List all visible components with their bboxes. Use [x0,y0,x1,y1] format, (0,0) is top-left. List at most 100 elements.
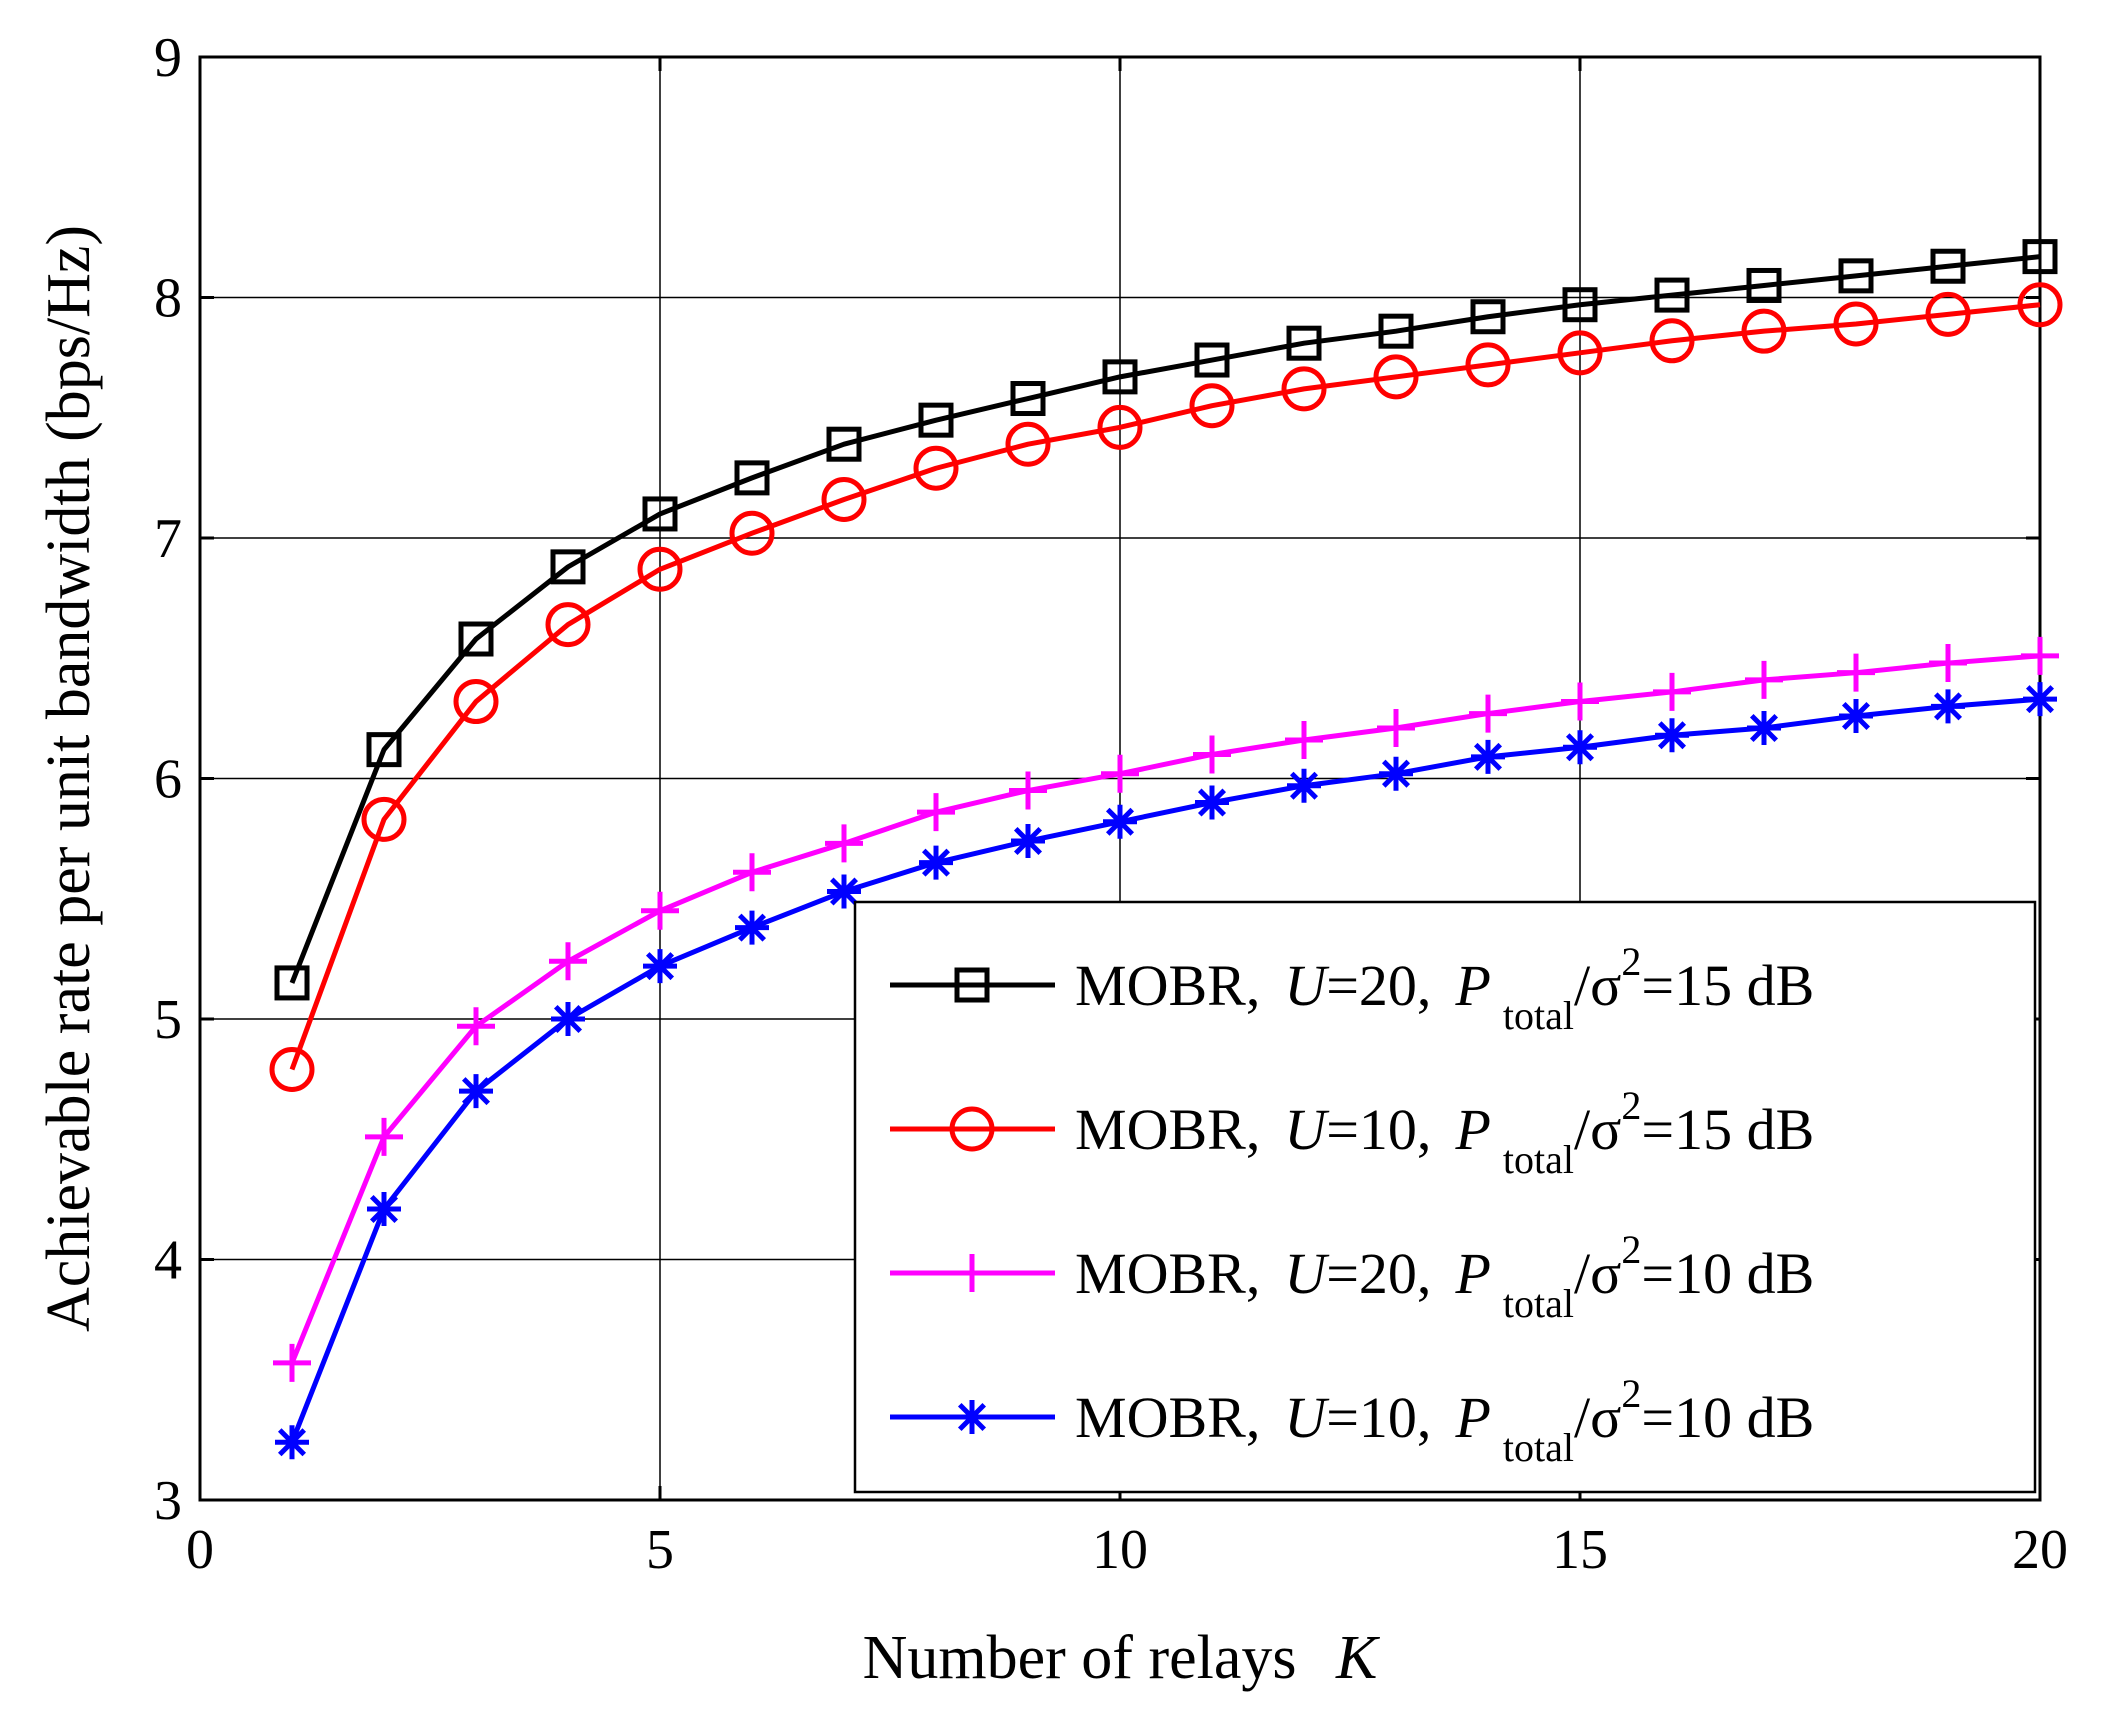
legend-label-part: =15 dB [1641,1097,1814,1162]
legend-label-part: U [1284,1097,1330,1162]
data-point-square [366,732,402,768]
data-point-star [1471,739,1505,774]
legend-label-part: U [1284,1385,1330,1450]
series-3 [273,636,2059,1382]
data-point-plus [1009,771,1047,810]
legend-label-part: =15 dB [1641,953,1814,1018]
data-point-circle [1833,301,1879,347]
y-tick-label: 5 [154,989,182,1051]
legend-label-part: total [1503,993,1574,1038]
y-tick-label: 6 [154,749,182,811]
legend-label-part: =10 dB [1641,1385,1814,1450]
data-point-star [2023,682,2057,717]
data-point-star [827,874,861,909]
data-point-square [274,965,310,1001]
data-point-plus [1193,735,1231,774]
series-line [289,254,2041,984]
legend-label-part: U [1284,1241,1330,1306]
data-point-star [643,949,677,984]
x-tick-label: 0 [186,1519,214,1581]
legend-label-part: 2 [1621,1083,1641,1128]
data-point-circle [1925,291,1971,337]
data-point-square [1838,258,1874,294]
data-point-plus [1377,708,1415,747]
data-point-square [1194,342,1230,378]
data-point-star [1839,698,1873,733]
data-point-circle [1557,330,1603,376]
data-point-star [1103,804,1137,839]
data-point-square [1930,248,1966,284]
legend-label-part: P [1454,1097,1490,1162]
y-tick-label: 3 [154,1470,182,1532]
data-point-star [275,1425,309,1460]
series-layer [269,239,2063,1460]
data-point-square [1746,267,1782,303]
data-point-circle [1649,318,1695,364]
data-point-square [918,402,954,438]
data-point-circle [1097,404,1143,450]
data-point-circle [821,477,867,523]
legend-label-part: /σ [1574,1385,1621,1450]
data-point-star [1563,730,1597,765]
data-point-star [1931,689,1965,724]
x-axis-title: Number of relays K [863,1624,1381,1692]
legend-label-part: =20, [1326,953,1431,1018]
legend-label-part: P [1454,953,1490,1018]
data-point-plus [953,1254,991,1292]
legend-label-part: MOBR, [1075,1097,1260,1162]
data-point-square [2022,239,2058,275]
data-point-plus [549,942,587,981]
data-point-star [1287,768,1321,803]
data-point-star [1655,718,1689,753]
data-point-circle [1465,342,1511,388]
legend-label-part: P [1454,1385,1490,1450]
data-point-circle [1189,383,1235,429]
x-tick-label: 5 [646,1519,674,1581]
series-4 [275,682,2057,1460]
data-point-star [735,910,769,945]
data-point-circle [453,679,499,725]
data-point-circle [269,1047,315,1093]
data-point-plus [1285,721,1323,760]
data-point-plus [1929,644,1967,683]
data-point-plus [917,793,955,832]
legend-label-part: 2 [1621,1227,1641,1272]
legend-label-part: =10, [1326,1385,1431,1450]
data-point-star [1747,710,1781,745]
data-point-plus [1561,682,1599,721]
data-point-square [954,967,990,1003]
legend-label-part: 2 [1621,1371,1641,1416]
legend-label-part: /σ [1574,953,1621,1018]
data-point-square [1470,299,1506,335]
data-point-star [1195,785,1229,820]
legend-label-part: =20, [1326,1241,1431,1306]
data-point-square [642,496,678,532]
data-point-circle [637,546,683,592]
data-point-circle [1373,354,1419,400]
data-point-plus [733,853,771,892]
data-point-plus [1469,694,1507,733]
y-tick-label: 7 [154,508,182,570]
data-point-circle [1005,421,1051,467]
data-point-square [734,460,770,496]
data-point-circle [913,445,959,491]
y-tick-label: 9 [154,27,182,89]
data-point-square [1102,359,1138,395]
y-tick-label: 8 [154,268,182,330]
data-point-square [1010,381,1046,417]
data-point-star [955,1400,989,1434]
legend-label-part: /σ [1574,1097,1621,1162]
data-point-square [1378,313,1414,349]
legend-label-part: U [1284,953,1330,1018]
legend-label-part: /σ [1574,1241,1621,1306]
legend-label-part: 2 [1621,939,1641,984]
tick-labels: 0 5 10 15 20 3 4 5 6 7 8 9 [154,27,2068,1581]
